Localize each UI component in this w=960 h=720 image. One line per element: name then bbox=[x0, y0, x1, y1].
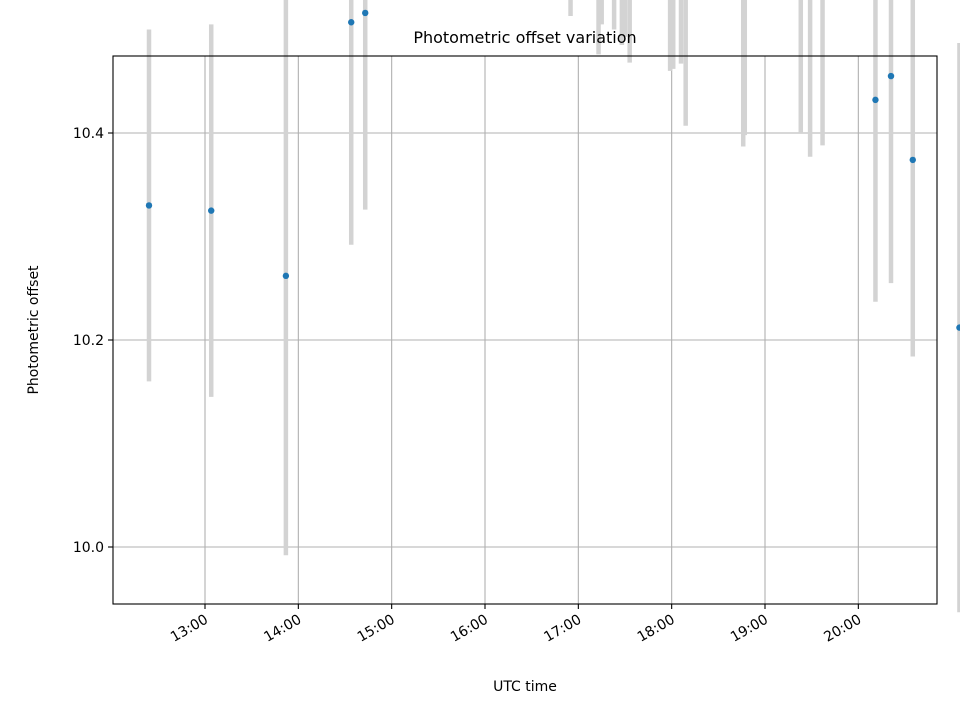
y-tick-label: 10.4 bbox=[73, 126, 104, 142]
y-axis-label: Photometric offset bbox=[26, 265, 42, 395]
x-tick-label: 15:00 bbox=[355, 612, 398, 646]
data-point bbox=[956, 324, 960, 331]
x-tick-label: 18:00 bbox=[635, 612, 678, 646]
data-point bbox=[282, 272, 290, 280]
x-tick-label: 19:00 bbox=[728, 612, 771, 646]
data-point bbox=[362, 9, 369, 17]
grid-layer bbox=[113, 56, 937, 604]
data-point bbox=[208, 207, 215, 214]
data-point bbox=[887, 72, 895, 80]
data-point bbox=[872, 96, 879, 104]
errorbar-layer bbox=[146, 0, 960, 613]
y-tick-label: 10.0 bbox=[73, 540, 104, 556]
x-tick-label: 17:00 bbox=[541, 612, 584, 646]
plot-frame bbox=[112, 55, 938, 605]
x-tick-label: 16:00 bbox=[448, 612, 491, 646]
x-axis-label: UTC time bbox=[493, 679, 557, 695]
data-point bbox=[909, 156, 916, 164]
data-point bbox=[348, 19, 355, 26]
data-point bbox=[145, 202, 153, 209]
data-point-layer bbox=[145, 9, 960, 331]
x-tick-label: 20:00 bbox=[821, 612, 864, 646]
y-tick-label: 10.2 bbox=[73, 333, 104, 349]
x-tick-label: 14:00 bbox=[261, 612, 304, 646]
y-tick-layer: 10.010.210.410.610.8 bbox=[73, 126, 113, 556]
chart-title: Photometric offset variation bbox=[413, 28, 636, 47]
x-tick-layer: 13:00 14:00 15:00 16:00 17:00 18:00 19:00 20:00 bbox=[168, 604, 864, 646]
x-tick-label: 13:00 bbox=[168, 612, 211, 646]
